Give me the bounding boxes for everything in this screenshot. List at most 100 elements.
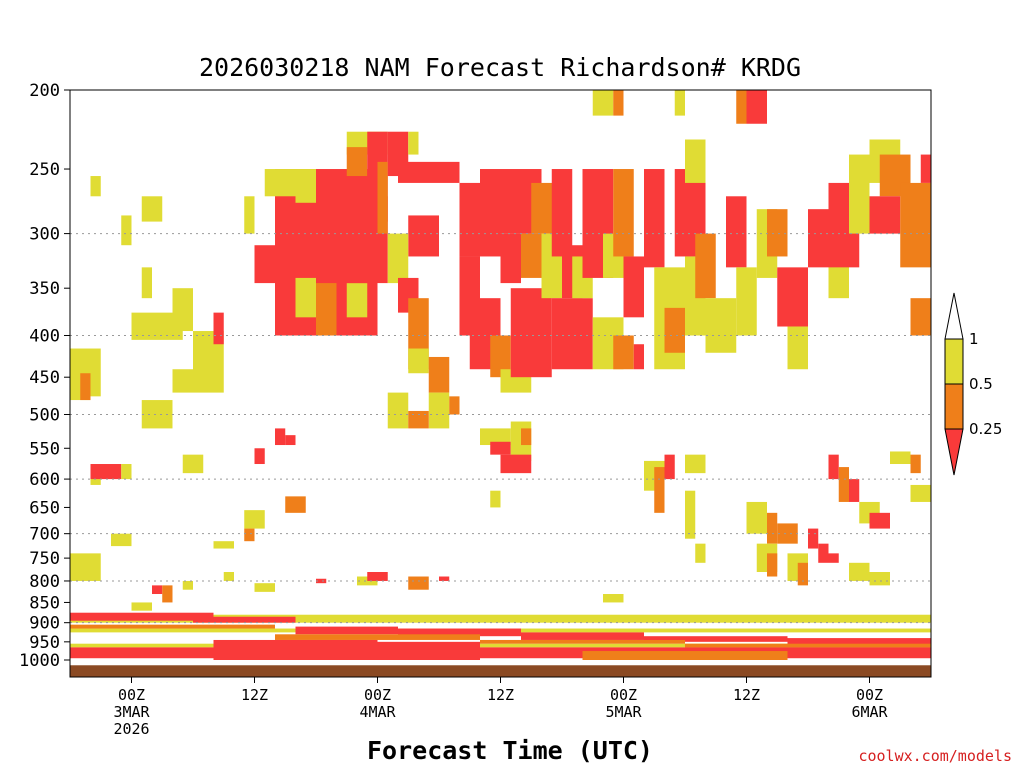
heatmap-cell-104 [480,428,511,446]
heatmap-cell-84 [685,139,706,183]
heatmap-cell-60 [510,288,552,378]
heatmap-cell-70 [613,169,634,257]
heatmap-cell-4 [90,464,122,480]
x-tick-label-4-1: 5MAR [605,703,642,721]
y-tick-label-350: 350 [29,279,60,299]
colorbar-segment-1 [944,338,964,385]
heatmap-cell-2 [90,348,101,397]
heatmap-cell-91 [767,209,788,257]
heatmap-cell-133 [849,562,870,581]
heatmap-cell-141 [254,583,275,592]
y-tick-label-400: 400 [29,326,60,346]
heatmap-cell-71 [623,256,644,318]
heatmap-cell-112 [664,454,675,480]
x-tick-label-6-1: 6MAR [851,703,888,721]
x-tick-label-0-1: 3MAR [113,703,150,721]
colorbar-label-1: 0.5 [969,375,993,393]
heatmap-cell-157 [787,638,931,646]
y-tick-label-800: 800 [29,572,60,592]
colorbar-top-triangle [944,292,964,340]
heatmap-cell-51 [408,410,429,429]
heatmap-cell-30 [275,169,296,197]
heatmap-cell-86 [726,196,747,268]
x-tick-label-5-0: 12Z [733,686,760,704]
heatmap-cell-115 [695,543,706,563]
heatmap-cell-47 [408,348,429,374]
surface-fill [70,665,931,677]
y-tick-label-200: 200 [29,81,60,101]
heatmap-cell-132 [910,484,931,502]
heatmap-cell-126 [838,467,849,502]
heatmap-cell-82 [695,233,716,299]
heatmap-cell-131 [910,454,921,474]
heatmap-cell-135 [828,553,839,563]
heatmap-cell-102 [910,298,931,336]
heatmap-cell-160 [480,639,685,644]
x-tick-label-2-0: 00Z [364,686,391,704]
x-tick-label-2-1: 4MAR [359,703,396,721]
y-tick-label-250: 250 [29,160,60,180]
chart-title: 2026030218 NAM Forecast Richardson# KRDG [199,53,801,82]
x-tick-label-4-0: 00Z [610,686,637,704]
heatmap-cell-151 [70,612,214,621]
heatmap-cell-146 [439,576,450,581]
heatmap-cell-6 [70,553,101,581]
heatmap-cell-76 [613,90,624,116]
x-axis-label: Forecast Time (UTC) [367,736,653,765]
heatmap-cell-10 [141,196,163,222]
heatmap-cell-58 [490,335,511,378]
heatmap-cell-103 [920,154,931,183]
heatmap-cell-137 [152,585,163,595]
y-tick-label-300: 300 [29,225,60,245]
heatmap-cell-88 [746,90,767,124]
heatmap-cell-163 [213,639,378,660]
y-tick-label-600: 600 [29,470,60,490]
heatmap-cell-152 [193,616,296,623]
heatmap-cell-107 [500,454,532,474]
heatmap-cell-125 [828,454,839,480]
y-tick-label-650: 650 [29,498,60,518]
heatmap-cell-49 [428,392,450,429]
heatmap-cell-75 [592,90,614,116]
heatmap-cell-31 [295,169,316,203]
heatmap-cell-97 [849,154,870,234]
heatmap-cell-5 [121,464,132,480]
heatmap-cell-123 [808,528,819,549]
heatmap-cell-139 [182,580,193,590]
heatmap-cell-140 [223,572,234,581]
y-tick-label-850: 850 [29,593,60,613]
heatmap-cell-27 [213,541,234,549]
y-tick-label-500: 500 [29,406,60,426]
heatmap-cell-21 [275,428,286,446]
heatmap-cell-64 [551,169,573,257]
heatmap-cell-85 [674,90,685,116]
heatmap-cell-32 [295,277,316,318]
heatmap-cell-11 [141,267,152,299]
heatmap-cell-147 [603,594,624,603]
heatmap-cell-165 [582,651,788,660]
heatmap-cell-108 [521,428,532,446]
colorbar-segment-2 [944,383,964,430]
heatmap-cell-20 [244,196,255,234]
colorbar-label-0: 1 [969,330,979,348]
heatmap-cell-130 [890,451,911,465]
heatmap-cell-34 [346,283,368,318]
heatmap-cell-24 [285,496,306,513]
y-tick-label-450: 450 [29,368,60,388]
heatmap-cell-83 [705,298,737,353]
heatmap-cell-127 [849,479,860,502]
heatmap-cell-7 [111,533,132,547]
heatmap-cell-15 [213,312,224,345]
heatmap-cell-13 [172,288,193,332]
heatmap-cell-33 [316,283,337,336]
heatmap-cells [70,90,931,660]
heatmap-cell-25 [244,510,265,529]
heatmap-cell-164 [377,641,480,660]
heatmap-cell-37 [346,147,368,177]
heatmap-cell-87 [736,267,757,336]
x-tick-label-1-0: 12Z [241,686,268,704]
heatmap-cell-100 [869,196,901,234]
heatmap-cell-50 [387,392,409,429]
heatmap-cell-113 [685,454,706,474]
